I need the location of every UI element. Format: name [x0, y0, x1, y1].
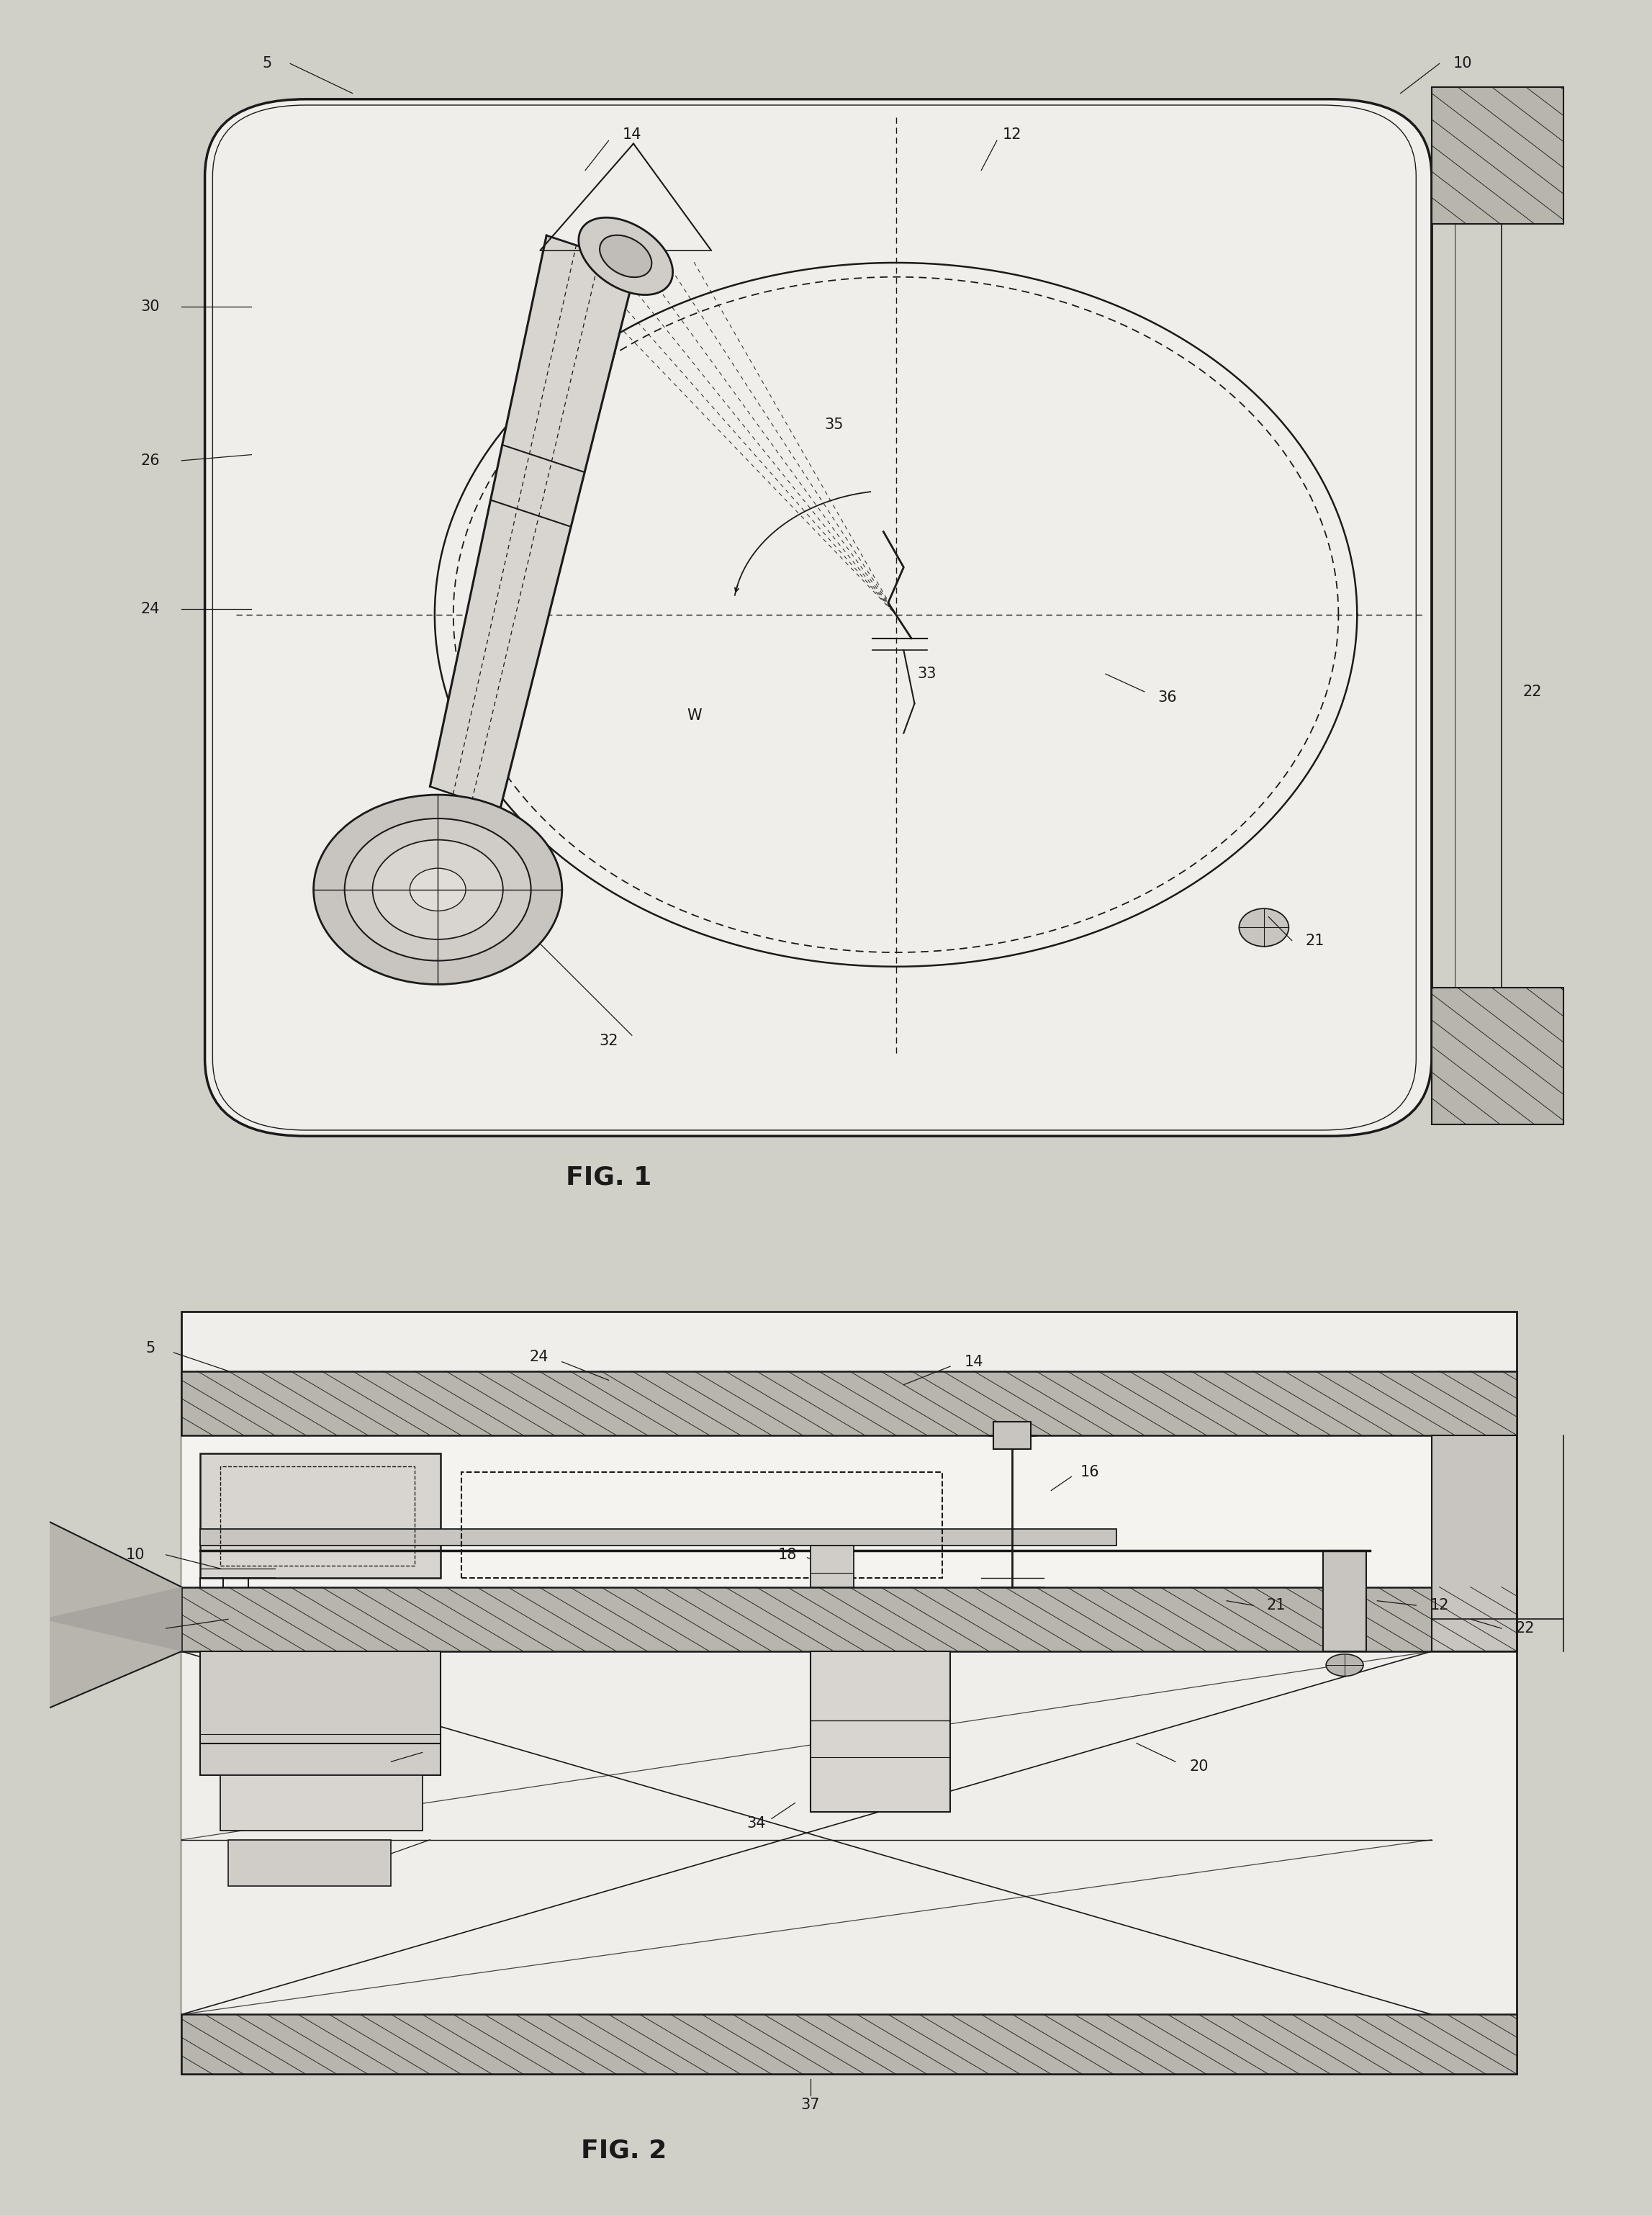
Text: 5: 5 — [145, 1340, 155, 1356]
Bar — [1432, 86, 1563, 224]
Text: 32: 32 — [600, 1034, 618, 1048]
Circle shape — [314, 795, 562, 983]
Circle shape — [410, 868, 466, 910]
Text: 21: 21 — [1305, 933, 1325, 948]
Text: 14: 14 — [623, 128, 641, 142]
Text: 24: 24 — [140, 602, 160, 616]
Bar — [182, 1435, 1432, 1586]
Polygon shape — [430, 235, 636, 811]
Text: 26: 26 — [134, 1621, 152, 1635]
Bar — [220, 1466, 415, 1566]
Circle shape — [1327, 1655, 1363, 1677]
Bar — [811, 1652, 950, 1812]
Text: 18: 18 — [778, 1548, 796, 1562]
Text: 10: 10 — [126, 1548, 144, 1562]
Text: 26: 26 — [140, 454, 160, 467]
Bar — [182, 1652, 1432, 2013]
Bar — [182, 1586, 1517, 1652]
Text: 20: 20 — [1189, 1759, 1208, 1774]
Bar — [200, 1453, 441, 1577]
FancyBboxPatch shape — [205, 100, 1432, 1136]
Text: 10: 10 — [1454, 55, 1472, 71]
Text: 34: 34 — [747, 1816, 765, 1830]
Text: 36: 36 — [1158, 691, 1178, 704]
Text: 12: 12 — [1431, 1599, 1449, 1613]
Circle shape — [1239, 908, 1289, 946]
Circle shape — [373, 839, 502, 939]
Text: 30: 30 — [140, 299, 160, 315]
Ellipse shape — [578, 217, 672, 295]
Bar — [1432, 1435, 1517, 1652]
Bar — [1323, 1550, 1366, 1652]
Text: FIG. 2: FIG. 2 — [582, 2137, 667, 2162]
Bar — [200, 1528, 1117, 1546]
Text: 21: 21 — [1267, 1599, 1285, 1613]
Polygon shape — [41, 1586, 182, 1652]
Text: 33: 33 — [917, 667, 937, 680]
Bar — [220, 1776, 423, 1830]
Bar — [182, 1311, 1517, 2073]
Text: 12: 12 — [1003, 128, 1023, 142]
Ellipse shape — [600, 235, 651, 277]
Text: W: W — [687, 709, 702, 722]
Bar — [1432, 988, 1563, 1125]
Text: 29: 29 — [358, 1852, 378, 1865]
Bar — [182, 1371, 1517, 1435]
Bar — [461, 1473, 942, 1577]
Bar — [995, 1422, 1031, 1449]
Bar — [811, 1546, 854, 1586]
Circle shape — [345, 820, 530, 961]
Text: 22: 22 — [1523, 684, 1541, 700]
Text: FIG. 1: FIG. 1 — [565, 1165, 651, 1189]
Bar — [228, 1841, 392, 1885]
Text: 28: 28 — [358, 1754, 377, 1770]
Bar — [182, 2013, 1517, 2073]
Polygon shape — [41, 1517, 182, 1710]
Text: 35: 35 — [824, 419, 843, 432]
Text: 14: 14 — [965, 1356, 983, 1369]
Text: 37: 37 — [801, 2098, 819, 2111]
Text: 16: 16 — [1080, 1464, 1100, 1480]
Text: 24: 24 — [529, 1349, 548, 1364]
Bar — [200, 1652, 441, 1776]
Text: 22: 22 — [1515, 1621, 1535, 1635]
Text: 5: 5 — [263, 55, 271, 71]
